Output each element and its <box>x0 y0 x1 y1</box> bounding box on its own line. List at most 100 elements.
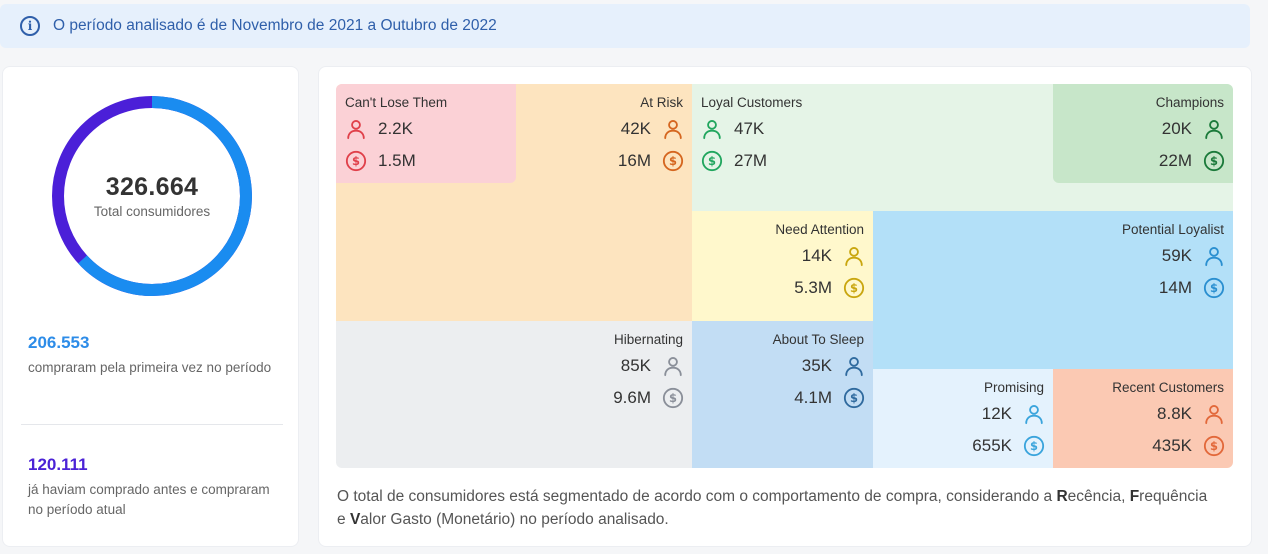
promising-bg <box>873 369 1053 468</box>
person-icon <box>1203 245 1225 267</box>
segment-title: Loyal Customers <box>701 95 803 110</box>
person-icon <box>1203 118 1225 140</box>
dollar-icon: $ <box>1203 277 1225 299</box>
segment-title: At Risk <box>640 95 683 110</box>
segment-hibernating[interactable]: Hibernating 85K 9.6M $ <box>336 321 692 468</box>
segment-title: Potential Loyalist <box>1121 222 1224 237</box>
segment-title: Champions <box>1155 95 1224 110</box>
revenue-value: 14M <box>1158 278 1192 297</box>
revenue-value: 22M <box>1158 151 1192 170</box>
champions-bg <box>1053 84 1233 183</box>
potential-loyalist-bg <box>873 211 1233 369</box>
summary-card: 326.664 Total consumidores 206.553 compr… <box>2 66 299 547</box>
svg-text:$: $ <box>352 154 360 168</box>
frequency-text: requência e <box>337 488 1208 528</box>
segment-loyal-customers[interactable]: Loyal Customers 47K $27M <box>692 84 1053 211</box>
revenue-value: 16M <box>617 151 651 170</box>
segment-title: About To Sleep <box>772 332 864 347</box>
segment-promising[interactable]: Promising 12K 655K $ <box>873 369 1053 468</box>
customers-value: 14K <box>801 246 832 265</box>
person-icon <box>662 355 684 377</box>
customers-value: 2.2K <box>378 119 413 138</box>
svg-text:$: $ <box>1210 439 1218 453</box>
customers-value: 59K <box>1161 246 1192 265</box>
recent-customers-bg <box>1053 369 1233 468</box>
customers-value: 85K <box>620 356 651 375</box>
cant-lose-bg <box>336 84 516 183</box>
segment-title: Promising <box>983 380 1044 395</box>
segment-at-risk[interactable]: At Risk 42K 16M $ <box>516 84 692 183</box>
revenue-value: 5.3M <box>794 278 832 297</box>
segment-title: Hibernating <box>613 332 683 347</box>
hibernating-bg <box>336 321 692 468</box>
segment-need-attention[interactable]: Need Attention 14K 5.3M $ <box>692 211 873 321</box>
revenue-value: 655K <box>972 436 1012 455</box>
dollar-icon: $ <box>1203 150 1225 172</box>
dollar-icon: $ <box>701 150 723 172</box>
donut-svg <box>52 96 252 296</box>
person-icon <box>843 245 865 267</box>
about-to-sleep-bg <box>692 321 873 468</box>
segment-potential-loyalist[interactable]: Potential Loyalist 59K 14M $ <box>873 211 1233 369</box>
returning-description: já haviam comprado antes e compraram no … <box>28 482 270 517</box>
customers-value: 8.8K <box>1157 404 1192 423</box>
svg-text:$: $ <box>1210 154 1218 168</box>
revenue-value: 1.5M <box>378 151 416 170</box>
dollar-icon: $ <box>1023 435 1045 457</box>
recency-text: ecência, <box>1067 488 1130 505</box>
dollar-icon: $ <box>662 387 684 409</box>
segmentation-explanation: O total de consumidores está segmentado … <box>337 485 1217 531</box>
person-icon <box>662 118 684 140</box>
revenue-value: 27M <box>734 151 768 170</box>
value-letter: V <box>349 511 361 528</box>
customers-value: 20K <box>1161 119 1192 138</box>
segment-title: Need Attention <box>775 222 864 237</box>
person-icon <box>345 118 367 140</box>
dollar-icon: $ <box>345 150 367 172</box>
customers-value: 35K <box>801 356 832 375</box>
segment-cant-lose-them[interactable]: Can't Lose Them 2.2K $1.5M <box>336 84 516 183</box>
segment-about-to-sleep[interactable]: About To Sleep 35K 4.1M $ <box>692 321 873 468</box>
dollar-icon: $ <box>843 277 865 299</box>
first-time-stat: 206.553 compraram pela primeira vez no p… <box>28 333 278 378</box>
segment-title: Recent Customers <box>1112 380 1224 395</box>
customers-value: 47K <box>734 119 765 138</box>
dollar-icon: $ <box>662 150 684 172</box>
explanation-text: O total de consumidores está segmentado … <box>337 488 1057 505</box>
total-customers-label: Total consumidores <box>93 204 211 219</box>
recency-letter: R <box>1056 488 1068 505</box>
svg-text:$: $ <box>1210 281 1218 295</box>
first-time-value: 206.553 <box>28 333 90 352</box>
svg-text:$: $ <box>850 281 858 295</box>
dollar-icon: $ <box>843 387 865 409</box>
rfm-segments-card: Can't Lose Them 2.2K $1.5M At Risk 42K 1… <box>318 66 1252 547</box>
customers-donut-chart: 326.664 Total consumidores <box>49 93 255 299</box>
returning-value: 120.111 <box>28 455 88 474</box>
person-icon <box>843 355 865 377</box>
period-banner: i O período analisado é de Novembro de 2… <box>0 4 1250 48</box>
person-icon <box>1023 403 1045 425</box>
person-icon <box>701 118 723 140</box>
frequency-letter: F <box>1129 488 1140 505</box>
revenue-value: 9.6M <box>613 388 651 407</box>
svg-text:$: $ <box>850 391 858 405</box>
revenue-value: 435K <box>1152 436 1192 455</box>
customers-value: 42K <box>620 119 651 138</box>
svg-text:$: $ <box>669 154 677 168</box>
customers-value: 12K <box>981 404 1012 423</box>
svg-text:$: $ <box>1030 439 1038 453</box>
divider <box>21 424 283 425</box>
svg-text:$: $ <box>669 391 677 405</box>
first-time-description: compraram pela primeira vez no período <box>28 360 272 375</box>
donut-first-time-arc <box>52 96 252 296</box>
total-customers-value: 326.664 <box>105 173 199 201</box>
dollar-icon: $ <box>1203 435 1225 457</box>
returning-stat: 120.111 já haviam comprado antes e compr… <box>28 455 278 520</box>
segment-recent-customers[interactable]: Recent Customers 8.8K 435K $ <box>1053 369 1233 468</box>
value-text: alor Gasto (Monetário) no período analis… <box>360 511 669 528</box>
revenue-value: 4.1M <box>794 388 832 407</box>
period-text: O período analisado é de Novembro de 202… <box>53 17 497 34</box>
svg-text:$: $ <box>708 154 716 168</box>
info-icon: i <box>20 16 40 36</box>
segment-champions[interactable]: Champions 20K 22M $ <box>1053 84 1233 183</box>
